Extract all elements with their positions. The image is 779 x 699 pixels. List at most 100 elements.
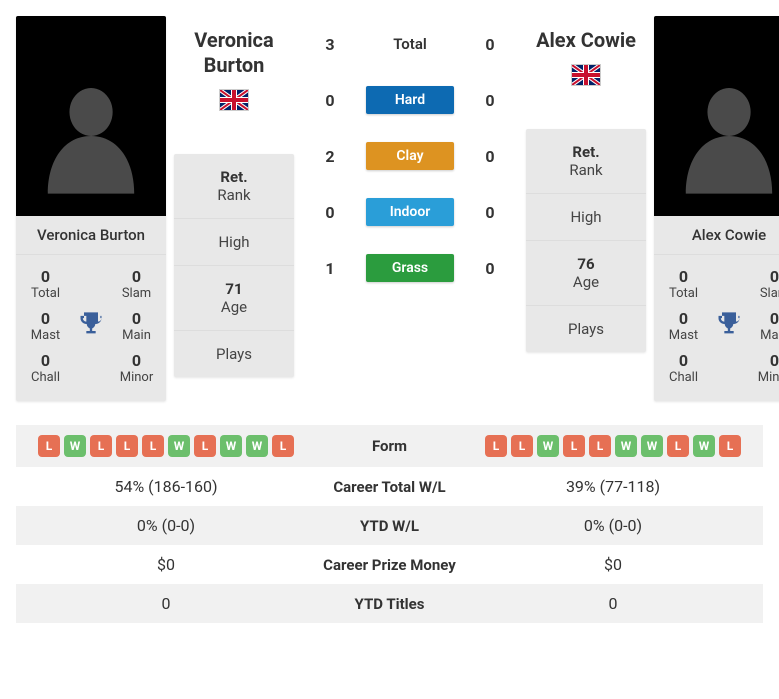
surface-clay-pill[interactable]: Clay xyxy=(366,142,454,170)
win-badge[interactable]: W xyxy=(537,435,559,457)
win-badge[interactable]: W xyxy=(693,435,715,457)
title-slam: 0 Slam xyxy=(111,263,162,305)
trophy-icon xyxy=(71,310,111,342)
table-row-ytd-titles: 0 YTD Titles 0 xyxy=(16,584,763,623)
rank-cell: Ret. Rank xyxy=(174,154,294,219)
title-mast: 0 Mast xyxy=(658,305,709,347)
h2h-right-grass: 0 xyxy=(485,259,494,278)
player-left-bigname-line2[interactable]: Burton xyxy=(174,53,294,78)
h2h-left-hard: 0 xyxy=(325,91,334,110)
h2h-right-nums: 0 0 0 0 0 xyxy=(462,16,518,296)
player-right-name[interactable]: Alex Cowie xyxy=(654,216,779,255)
title-chall: 0 Chall xyxy=(20,347,71,389)
title-total: 0 Total xyxy=(658,263,709,305)
surface-grass-pill[interactable]: Grass xyxy=(366,254,454,282)
table-row-career-prize: $0 Career Prize Money $0 xyxy=(16,545,763,584)
career-wl-right: 39% (77-118) xyxy=(463,467,763,506)
loss-badge[interactable]: L xyxy=(485,435,507,457)
h2h-left-total: 3 xyxy=(325,35,334,54)
player-left-titles: 0 Total 0 Slam 0 Mast 0 Main 0 Chall xyxy=(16,255,166,401)
ytd-titles-label: YTD Titles xyxy=(316,584,463,623)
title-slam: 0 Slam xyxy=(749,263,779,305)
comparison-table: LWLLLWLWWL Form LLWLLWWLWL 54% (186-160)… xyxy=(16,425,763,623)
table-row-ytd-wl: 0% (0-0) YTD W/L 0% (0-0) xyxy=(16,506,763,545)
win-badge[interactable]: W xyxy=(246,435,268,457)
loss-badge[interactable]: L xyxy=(563,435,585,457)
table-row-career-wl: 54% (186-160) Career Total W/L 39% (77-1… xyxy=(16,467,763,506)
trophy-icon xyxy=(709,310,749,342)
career-wl-left: 54% (186-160) xyxy=(16,467,316,506)
loss-badge[interactable]: L xyxy=(194,435,216,457)
win-badge[interactable]: W xyxy=(64,435,86,457)
h2h-left-grass: 1 xyxy=(325,259,334,278)
rank-cell: Ret. Rank xyxy=(526,129,646,194)
age-cell: 71 Age xyxy=(174,266,294,331)
h2h-right-indoor: 0 xyxy=(485,203,494,222)
title-minor: 0 Minor xyxy=(749,347,779,389)
high-cell: High xyxy=(526,194,646,241)
title-main: 0 Main xyxy=(111,305,162,347)
h2h-left-clay: 2 xyxy=(325,147,334,166)
loss-badge[interactable]: L xyxy=(142,435,164,457)
h2h-right-hard: 0 xyxy=(485,91,494,110)
career-prize-label: Career Prize Money xyxy=(316,545,463,584)
title-main: 0 Main xyxy=(749,305,779,347)
career-prize-right: $0 xyxy=(463,545,763,584)
player-left-info: Ret. Rank High 71 Age Plays xyxy=(174,154,294,377)
player-right-card: Alex Cowie 0 Total 0 Slam 0 Mast 0 Main xyxy=(654,16,779,401)
player-left-card: Veronica Burton 0 Total 0 Slam 0 Mast 0 … xyxy=(16,16,166,401)
ytd-titles-right: 0 xyxy=(463,584,763,623)
uk-flag-icon xyxy=(572,65,600,85)
player-left-header: Veronica Burton Ret. Rank High 71 Age Pl… xyxy=(174,16,294,377)
h2h-left-indoor: 0 xyxy=(325,203,334,222)
player-right-bigname[interactable]: Alex Cowie xyxy=(526,28,646,53)
surface-hard-pill[interactable]: Hard xyxy=(366,86,454,114)
loss-badge[interactable]: L xyxy=(272,435,294,457)
head-to-head-header: Veronica Burton 0 Total 0 Slam 0 Mast 0 … xyxy=(16,16,763,401)
player-left-bigname-line1[interactable]: Veronica xyxy=(174,28,294,53)
plays-cell: Plays xyxy=(526,306,646,352)
title-chall: 0 Chall xyxy=(658,347,709,389)
ytd-wl-left: 0% (0-0) xyxy=(16,506,316,545)
win-badge[interactable]: W xyxy=(168,435,190,457)
h2h-total-label: Total xyxy=(393,35,427,53)
loss-badge[interactable]: L xyxy=(667,435,689,457)
ytd-titles-left: 0 xyxy=(16,584,316,623)
avatar-placeholder-icon xyxy=(669,56,779,216)
win-badge[interactable]: W xyxy=(641,435,663,457)
loss-badge[interactable]: L xyxy=(38,435,60,457)
player-right-header: Alex Cowie Ret. Rank High 76 Age Plays xyxy=(526,16,646,352)
high-cell: High xyxy=(174,219,294,266)
h2h-center: Total Hard Clay Indoor Grass xyxy=(366,16,454,296)
loss-badge[interactable]: L xyxy=(90,435,112,457)
win-badge[interactable]: W xyxy=(615,435,637,457)
avatar-placeholder-icon xyxy=(31,56,151,216)
ytd-wl-right: 0% (0-0) xyxy=(463,506,763,545)
player-right-avatar xyxy=(654,16,779,216)
h2h-right-total: 0 xyxy=(485,35,494,54)
form-label: Form xyxy=(316,425,463,467)
surface-indoor-pill[interactable]: Indoor xyxy=(366,198,454,226)
loss-badge[interactable]: L xyxy=(589,435,611,457)
player-right-titles: 0 Total 0 Slam 0 Mast 0 Main 0 Chall xyxy=(654,255,779,401)
career-wl-label: Career Total W/L xyxy=(316,467,463,506)
ytd-wl-label: YTD W/L xyxy=(316,506,463,545)
h2h-right-clay: 0 xyxy=(485,147,494,166)
title-mast: 0 Mast xyxy=(20,305,71,347)
player-left-name[interactable]: Veronica Burton xyxy=(16,216,166,255)
title-minor: 0 Minor xyxy=(111,347,162,389)
plays-cell: Plays xyxy=(174,331,294,377)
career-prize-left: $0 xyxy=(16,545,316,584)
age-cell: 76 Age xyxy=(526,241,646,306)
loss-badge[interactable]: L xyxy=(511,435,533,457)
player-left-avatar xyxy=(16,16,166,216)
player-right-info: Ret. Rank High 76 Age Plays xyxy=(526,129,646,352)
table-row-form: LWLLLWLWWL Form LLWLLWWLWL xyxy=(16,425,763,467)
win-badge[interactable]: W xyxy=(220,435,242,457)
loss-badge[interactable]: L xyxy=(719,435,741,457)
loss-badge[interactable]: L xyxy=(116,435,138,457)
h2h-left-nums: 3 0 2 0 1 xyxy=(302,16,358,296)
form-right-badges: LLWLLWWLWL xyxy=(485,435,741,457)
uk-flag-icon xyxy=(220,90,248,110)
form-left-badges: LWLLLWLWWL xyxy=(38,435,294,457)
